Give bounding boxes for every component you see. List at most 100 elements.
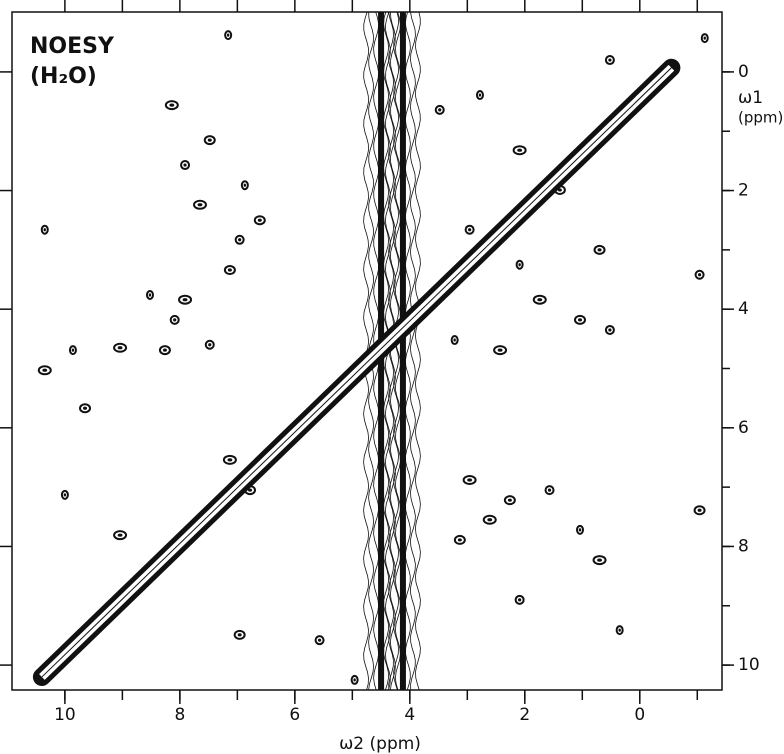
cross-peak-inner — [578, 528, 582, 532]
cross-peak — [453, 534, 466, 545]
cross-peak-inner — [182, 298, 188, 302]
x-tick-label: 4 — [404, 705, 415, 725]
cross-peak-inner — [597, 558, 602, 562]
cross-peak-inner — [518, 263, 521, 267]
cross-peak-inner — [227, 458, 233, 462]
cross-peak — [113, 342, 128, 353]
cross-peak-inner — [507, 498, 512, 502]
cross-peak — [694, 269, 705, 280]
cross-peak — [532, 294, 547, 305]
y-tick-label: 2 — [738, 181, 749, 201]
cross-peak-inner — [117, 346, 123, 350]
cross-peak-inner — [183, 163, 187, 167]
cross-peak — [515, 259, 524, 270]
cross-peak — [164, 100, 179, 111]
cross-peak — [593, 244, 606, 255]
x-tick-label: 8 — [174, 705, 185, 725]
cross-peak-inner — [478, 93, 482, 97]
cross-peak — [113, 530, 128, 541]
solvent-contour — [414, 11, 421, 691]
cross-peak — [204, 339, 215, 350]
cross-peak — [514, 594, 525, 605]
cross-peak-inner — [169, 103, 175, 107]
cross-peak-inner — [518, 598, 522, 602]
cross-peak-inner — [197, 203, 203, 207]
cross-peak — [615, 625, 624, 636]
cross-peak-inner — [226, 33, 230, 37]
cross-peak — [244, 485, 257, 496]
cross-peak-inner — [438, 108, 442, 112]
cross-peak — [604, 55, 615, 66]
cross-peak — [79, 403, 92, 414]
x-tick-label: 10 — [54, 705, 76, 725]
x-axis-label: ω2 (ppm) — [339, 734, 421, 754]
cross-peak-inner — [207, 138, 212, 142]
cross-peak-inner — [317, 638, 322, 642]
cross-peak-inner — [537, 298, 543, 302]
cross-peak — [544, 485, 555, 496]
cross-peak-inner — [578, 318, 582, 322]
y-tick-label: 8 — [738, 536, 749, 556]
cross-peak-inner — [237, 633, 242, 637]
cross-peak-inner — [117, 533, 123, 537]
cross-peak-inner — [517, 148, 523, 152]
cross-peak-inner — [697, 508, 702, 512]
cross-peak — [576, 524, 584, 535]
y-tick-label: 4 — [738, 299, 749, 319]
cross-peak — [553, 184, 566, 195]
cross-peak — [482, 514, 497, 525]
cross-peak — [475, 90, 484, 101]
cross-peak-inner — [697, 273, 702, 277]
cross-peak-inner — [162, 348, 167, 352]
cross-peak — [40, 224, 49, 235]
cross-peak-inner — [353, 678, 356, 682]
cross-peak — [37, 365, 52, 376]
solvent-contour — [393, 11, 400, 691]
cross-peak — [434, 104, 445, 115]
y-tick-label: 0 — [738, 62, 749, 82]
cross-peak — [592, 555, 607, 566]
cross-peak — [60, 489, 69, 500]
cross-peak — [224, 30, 233, 41]
cross-peak — [203, 135, 216, 146]
cross-peak — [350, 674, 359, 685]
cross-peak — [169, 314, 180, 325]
cross-peak-inner — [208, 343, 212, 347]
cross-peak-inner — [43, 228, 46, 232]
cross-peak-inner — [497, 348, 503, 352]
cross-peak — [493, 345, 508, 356]
cross-peak — [464, 224, 475, 235]
cross-peak-inner — [248, 488, 253, 492]
x-tick-label: 0 — [634, 705, 645, 725]
cross-peak-inner — [238, 238, 242, 242]
solvent-contour — [404, 11, 411, 691]
cross-peak — [700, 33, 709, 44]
cross-peak — [178, 294, 193, 305]
cross-peak-inner — [597, 248, 602, 252]
cross-peak-inner — [63, 493, 67, 497]
cross-peak-inner — [703, 36, 706, 40]
cross-peak — [503, 495, 516, 506]
cross-peak-inner — [487, 518, 493, 522]
cross-peak-inner — [467, 478, 473, 482]
solvent-contour — [409, 11, 416, 691]
cross-peak — [574, 314, 586, 325]
cross-peak-inner — [71, 348, 75, 352]
x-tick-label: 6 — [289, 705, 300, 725]
cross-peak-inner — [608, 328, 612, 332]
cross-peak-inner — [227, 268, 232, 272]
cross-peak-inner — [547, 488, 552, 492]
cross-peak-inner — [468, 228, 472, 232]
cross-peak-inner — [173, 318, 177, 322]
cross-peak — [233, 629, 246, 640]
cross-peak-inner — [257, 218, 262, 222]
chart-subtitle: (H₂O) — [30, 64, 97, 89]
cross-peak — [240, 180, 249, 191]
cross-peak — [512, 145, 527, 156]
diagonal-core — [41, 67, 672, 678]
cross-peak-inner — [83, 406, 88, 410]
y-axis-label-symbol: ω1 — [738, 88, 763, 108]
cross-peak — [180, 160, 191, 171]
cross-peak — [462, 475, 477, 486]
